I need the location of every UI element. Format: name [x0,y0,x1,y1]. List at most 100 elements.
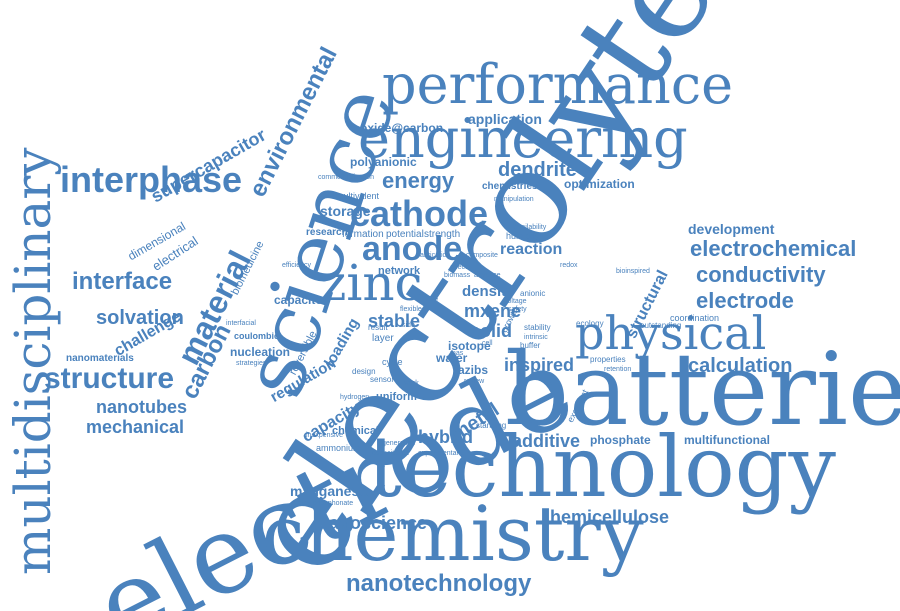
word-coordination: coordination [670,313,720,323]
word-nanoscience: nanoscience [318,513,428,533]
word-formation: formation [342,229,384,240]
word-side: side [402,322,415,329]
word-research: research [306,227,348,238]
word-energy: energy [382,168,455,193]
word-experimental: experimental [418,450,459,457]
word-inspired: inspired [504,355,575,375]
word-hemicellulose: hemicellulose [550,507,670,527]
word-outstanding: outstanding [640,321,682,330]
word-phosphate: phosphate [590,433,651,447]
word-technology: technology [368,418,836,516]
word-manganese: manganese [290,483,368,499]
word-cycle: cycle [382,357,403,367]
word-electrochemical: electrochemical [690,236,857,261]
word-conductivity: conductivity [696,262,826,287]
word-ecology: ecology [576,319,604,328]
word-additive: additive [512,431,581,451]
word-buffer: buffer [520,341,541,350]
word-inexpensive: inexpensive [306,432,343,439]
word-azibs: azibs [458,363,489,377]
word-nucleation: nucleation [230,345,291,359]
word-polyanionic: polyanionic [350,155,417,169]
word-stability: stability [524,323,551,332]
word-capacitor: capacitor [274,293,328,307]
word-interfacial: interfacial [226,320,256,327]
word-physical: physical [575,306,767,360]
word-potential: potential [386,229,424,240]
word-generation: generation [382,440,416,447]
word-uniform: uniform [376,391,417,403]
word-engineering: engineering [358,107,688,170]
word-properties: properties [590,355,626,364]
word-multivalent: multivalent [336,191,380,201]
word-water: water [436,351,468,365]
word-anionic: anionic [520,289,546,298]
word-chemistries: chemistries [482,181,538,192]
word-safety: safety [508,306,527,313]
word-hybrid: hybrid [418,427,474,447]
word-network: network [378,265,421,277]
word-multifunctional: multifunctional [684,433,770,447]
word-performance: performance [382,53,734,116]
word-structure: structure [44,362,175,395]
word-retention: retention [604,366,632,373]
word-calculation: calculation [688,355,793,377]
word-efficiency: efficiency [282,262,312,269]
word-cell: cell [482,340,493,347]
word-standing: standing [476,421,507,430]
word-storage: storage [320,203,371,219]
word-flexible: flexible [400,306,422,313]
word-humidity: humidity [506,231,540,241]
word-layer: layer [372,333,394,344]
word-voltage: voltage [504,298,527,305]
word-reaction: reaction [500,241,563,258]
word-mas: mas [450,350,464,357]
word-intrinsic: intrinsic [524,334,548,341]
word-biomass: biomass [444,272,471,279]
word-cathode: cathode [350,193,489,234]
word-mxene: mxene [464,301,522,321]
word-methylphosphonate: methylphosphonate [292,500,354,507]
word-strength: strength [424,229,461,240]
word-advance: advance [474,272,501,279]
word-ammonium: ammonium [316,443,361,453]
word-mechanical: mechanical [86,417,185,437]
word-oxide-carbon: oxide@carbon [360,121,444,135]
word-commercialization: commercialization [318,174,375,181]
word-nanotechnology: nanotechnology [346,570,532,597]
word-strategies: strategies [236,360,267,367]
word-dendrite: dendrite [498,159,577,181]
word-sensor: sensor [370,375,395,384]
word-batterie: batterie [505,331,900,448]
word-interface: interface [72,268,173,295]
word-density: density [462,283,515,300]
word-free: free [418,293,439,305]
word-solvation: solvation [96,307,184,329]
word-isotope: isotope [448,339,491,353]
word-review: review [464,378,485,385]
word-application: application [468,111,542,127]
word-availability: availability [514,224,547,231]
word-solid: solid [470,321,513,341]
word-effect: effect [450,264,467,271]
word-hydrogen: hydrogen [340,394,370,401]
word-chemical: chemical [332,425,380,437]
word-nanotubes: nanotubes [96,397,188,417]
word-result: result [368,323,388,332]
word-chemistry: chemistry [262,489,644,578]
word-optimization: optimization [564,177,635,191]
word-design: design [352,367,376,376]
word-coulombic: coulombic [234,331,280,341]
word-nanomaterials: nanomaterials [66,353,134,364]
word-composite: composite [466,252,498,259]
word-development: development [688,221,775,237]
word-zinc: zinc [320,254,423,312]
word-work: work [404,380,419,387]
word-stable: stable [368,311,421,331]
word-anode: anode [362,230,463,268]
word-manipulation: manipulation [494,196,534,203]
word-interphase: interphase [60,159,243,200]
word-capacitance: capacitance [372,450,410,457]
word-fabrication: fabrication [418,252,451,259]
